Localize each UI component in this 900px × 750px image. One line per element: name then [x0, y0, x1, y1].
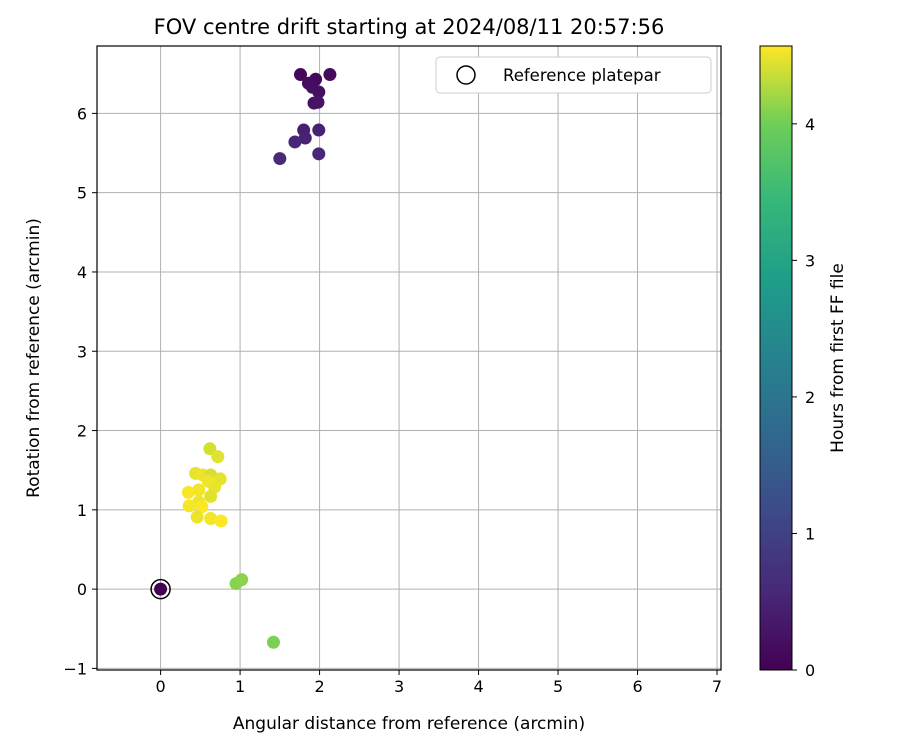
- data-point: [266, 635, 280, 649]
- y-tick-label: 4: [77, 263, 87, 282]
- tick-labels: 0 1 2 3 4 5 6 7 −1 0 1 2 3 4 5 6: [63, 104, 722, 696]
- plot-frame: [96, 45, 722, 671]
- y-tick-label: 0: [77, 580, 87, 599]
- data-point: [273, 152, 287, 166]
- legend-entry-reference: Reference platepar: [503, 66, 661, 85]
- data-point: [190, 510, 204, 524]
- data-point: [182, 499, 196, 513]
- axes: [96, 45, 722, 671]
- data-point: [204, 512, 218, 526]
- colorbar-tick-label: 2: [805, 388, 815, 407]
- x-tick-label: 4: [473, 677, 483, 696]
- colorbar-label: Hours from first FF file: [828, 263, 848, 453]
- data-point: [288, 135, 302, 149]
- data-point: [214, 514, 228, 528]
- data-point: [293, 68, 307, 82]
- data-point: [154, 582, 168, 596]
- x-axis-label: Angular distance from reference (arcmin): [233, 714, 585, 734]
- x-tick-label: 7: [712, 677, 722, 696]
- data-points: [150, 68, 337, 649]
- data-point: [181, 485, 195, 499]
- data-point: [195, 500, 209, 514]
- colorbar-tick-label: 0: [805, 661, 815, 680]
- data-point: [298, 131, 312, 145]
- colorbar: 0 1 2 3 4 Hours from first FF file: [759, 45, 848, 680]
- legend-marker-reference: [456, 65, 476, 85]
- reference-platepar-marker: [150, 578, 171, 600]
- legend-box: [435, 56, 712, 94]
- x-tick-label: 0: [155, 677, 165, 696]
- y-tick-label: 2: [77, 422, 87, 441]
- legend: Reference platepar: [435, 56, 712, 94]
- data-point: [312, 123, 326, 137]
- y-tick-label: 5: [77, 184, 87, 203]
- x-tick-label: 2: [314, 677, 324, 696]
- colorbar-ticks: 0 1 2 3 4: [792, 115, 815, 680]
- y-tick-label: 1: [77, 501, 87, 520]
- data-point: [192, 483, 206, 497]
- data-point: [323, 68, 337, 82]
- data-point: [312, 85, 326, 99]
- data-point: [211, 450, 225, 464]
- y-tick-label: 3: [77, 342, 87, 361]
- colorbar-tick-label: 1: [805, 524, 815, 543]
- chart-title: FOV centre drift starting at 2024/08/11 …: [154, 15, 665, 39]
- data-point: [203, 442, 217, 456]
- y-tick-label: 6: [77, 104, 87, 123]
- x-tick-label: 6: [632, 677, 642, 696]
- colorbar-tick-label: 3: [805, 251, 815, 270]
- data-point: [204, 489, 218, 503]
- colorbar-gradient: [759, 45, 793, 671]
- y-tick-label: −1: [63, 659, 87, 678]
- x-tick-label: 3: [394, 677, 404, 696]
- colorbar-tick-label: 4: [805, 115, 815, 134]
- y-axis-label: Rotation from reference (arcmin): [24, 218, 44, 498]
- data-point: [312, 147, 326, 161]
- x-tick-label: 5: [553, 677, 563, 696]
- data-point: [311, 95, 325, 109]
- data-point: [235, 573, 249, 587]
- x-tick-label: 1: [235, 677, 245, 696]
